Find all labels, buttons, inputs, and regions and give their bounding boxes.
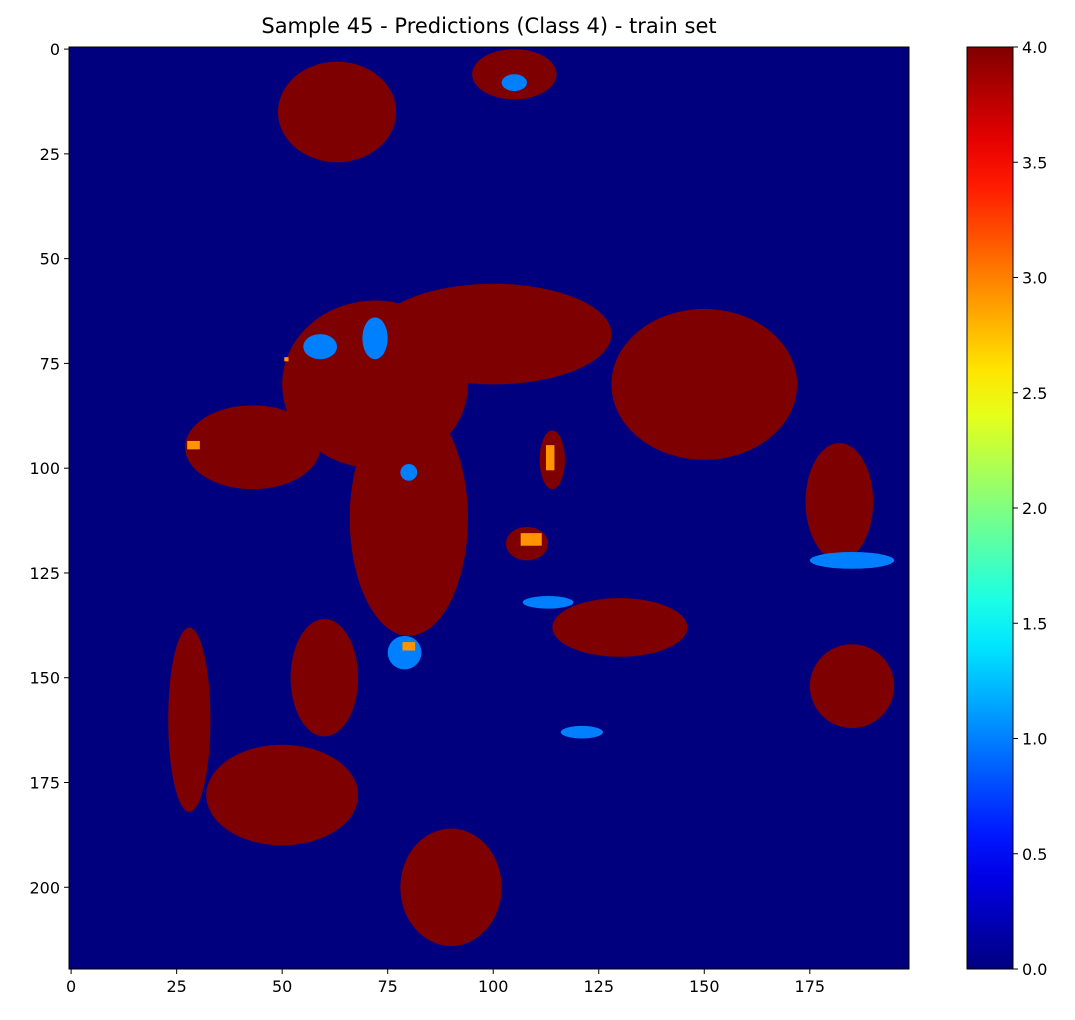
x-tick-label: 25 <box>166 977 186 996</box>
heatmap-region-class-1 <box>522 596 574 609</box>
heatmap-background-class-0 <box>69 47 909 969</box>
heatmap-region-class-3 <box>187 440 200 450</box>
y-tick-label: 200 <box>29 878 60 897</box>
heatmap-region-class-3 <box>402 642 416 651</box>
heatmap-region-class-4 <box>290 619 359 737</box>
chart-title: Sample 45 - Predictions (Class 4) - trai… <box>261 14 716 38</box>
heatmap-region-class-4 <box>349 401 468 636</box>
heatmap-region-class-4 <box>168 627 211 812</box>
heatmap-region-class-4 <box>552 598 688 657</box>
heatmap-region-class-3 <box>520 533 542 546</box>
y-axis: 0 25 50 75 100 125 150 175 200 <box>29 40 69 897</box>
heatmap-region-class-4 <box>611 308 798 460</box>
heatmap-region-class-4 <box>277 61 397 163</box>
x-axis: 0 25 50 75 100 125 150 175 <box>66 969 825 996</box>
x-tick-label: 150 <box>689 977 720 996</box>
y-tick-label: 25 <box>40 145 60 164</box>
heatmap-region-class-3 <box>545 445 555 471</box>
heatmap-region-class-1 <box>560 725 603 739</box>
heatmap-region-class-1 <box>400 463 418 481</box>
colorbar: 0.0 0.5 1.0 1.5 2.0 2.5 3.0 3.5 4.0 <box>966 38 1047 979</box>
heatmap-region-class-4 <box>185 405 321 490</box>
y-tick-label: 125 <box>29 564 60 583</box>
heatmap-region-class-1 <box>809 552 895 569</box>
y-tick-label: 175 <box>29 774 60 793</box>
y-tick-label: 75 <box>40 354 60 373</box>
colorbar-tick-label: 4.0 <box>1022 38 1047 57</box>
y-tick-label: 100 <box>29 459 60 478</box>
x-tick-label: 100 <box>478 977 509 996</box>
colorbar-tick-label: 3.0 <box>1022 269 1047 288</box>
x-tick-label: 0 <box>66 977 76 996</box>
heatmap-region-class-1 <box>387 635 422 670</box>
y-tick-label: 50 <box>40 250 60 269</box>
x-tick-label: 75 <box>378 977 398 996</box>
colorbar-tick-label: 2.5 <box>1022 384 1047 403</box>
colorbar-tick-label: 1.5 <box>1022 614 1047 633</box>
colorbar-tick-label: 3.5 <box>1022 153 1047 172</box>
colorbar-tick-label: 0.0 <box>1022 960 1047 979</box>
heatmap-region-class-4 <box>206 744 359 846</box>
x-tick-label: 125 <box>583 977 614 996</box>
heatmap-region-class-1 <box>303 334 338 360</box>
colorbar-tick-label: 1.0 <box>1022 730 1047 749</box>
colorbar-tick-label: 2.0 <box>1022 499 1047 518</box>
heatmap-region-class-4 <box>809 644 895 729</box>
heatmap-region-class-1 <box>362 317 388 360</box>
heatmap-region-class-4 <box>375 283 612 385</box>
colorbar-tick-label: 0.5 <box>1022 845 1047 864</box>
heatmap-region-class-4 <box>805 443 874 561</box>
heatmap-region-class-3 <box>284 357 289 362</box>
heatmap-region-class-1 <box>501 74 527 92</box>
x-tick-label: 175 <box>795 977 826 996</box>
plot-frame <box>68 46 910 970</box>
y-tick-label: 150 <box>29 669 60 688</box>
heatmap-plot-area <box>69 47 909 969</box>
heatmap-region-class-4 <box>400 828 502 946</box>
x-tick-label: 50 <box>272 977 292 996</box>
y-tick-label: 0 <box>50 40 60 59</box>
heatmap-region-class-4 <box>472 49 557 100</box>
colorbar-gradient <box>966 46 1014 970</box>
